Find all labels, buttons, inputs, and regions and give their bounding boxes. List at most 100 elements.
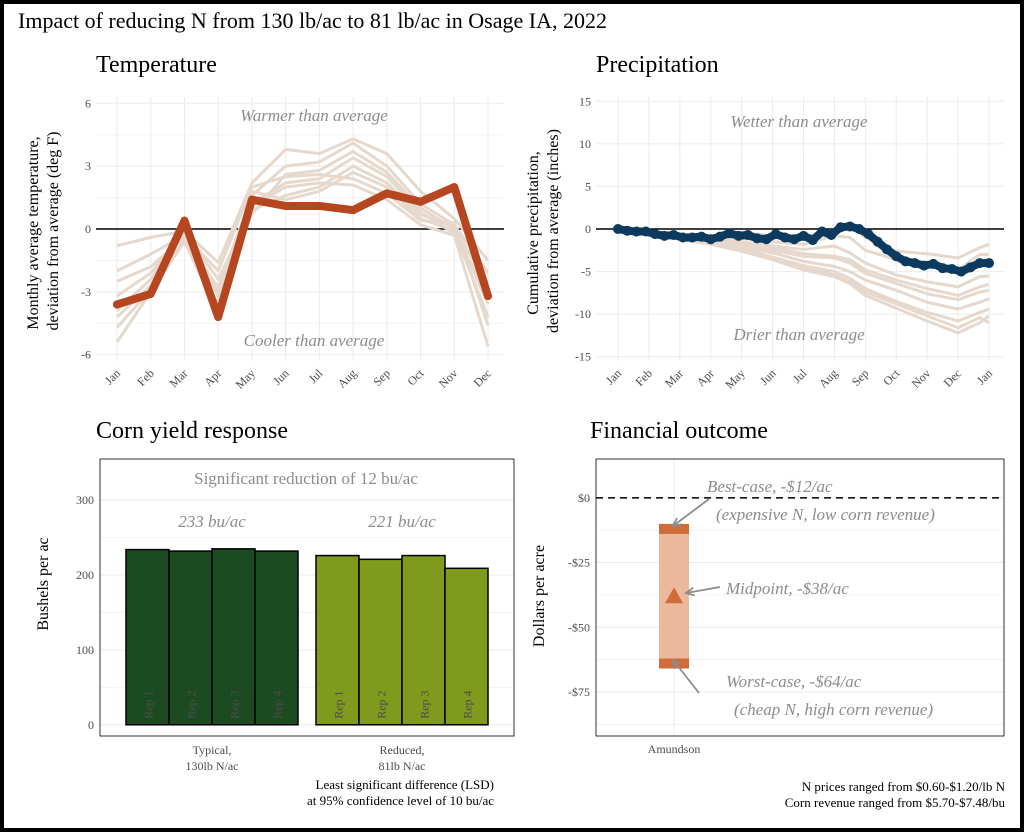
precipitation-point	[937, 263, 948, 274]
temperature-point	[416, 197, 425, 206]
precipitation-point	[844, 221, 855, 232]
corn-yield-annotation: Significant reduction of 12 bu/ac	[194, 469, 418, 488]
temperature-point	[315, 201, 324, 210]
temperature-ytick-label: 3	[85, 159, 91, 173]
corn-bar	[125, 548, 170, 726]
financial-mid-arrow-head	[683, 587, 695, 597]
precipitation-ytick-label: -5	[581, 265, 591, 279]
precipitation-point	[835, 222, 846, 233]
precipitation-point	[696, 231, 707, 242]
temperature-history-line	[116, 164, 490, 306]
precipitation-point	[715, 231, 726, 242]
precipitation-xtick-label: Jul	[790, 366, 810, 386]
precipitation-xtick-label: Oct	[880, 366, 903, 389]
corn-yield-panel: Corn yield response 0 100 200 300 Rep 1 Rep …	[35, 418, 515, 808]
precipitation-point	[826, 229, 837, 240]
precipitation-ytick-label: -15	[575, 350, 591, 364]
temperature-point	[484, 292, 492, 301]
financial-worst-arrow	[672, 659, 700, 694]
temperature-point	[214, 313, 223, 321]
temperature-title: Temperature	[96, 52, 217, 78]
precipitation-xtick-label: Dec	[941, 366, 965, 390]
precipitation-xtick-label: Aug	[816, 366, 841, 391]
temperature-xtick-label: Apr	[201, 366, 224, 389]
corn-rep-label: Rep 3	[418, 690, 432, 718]
temperature-point	[113, 300, 121, 309]
temperature-point	[450, 183, 459, 192]
corn-group-mean-label: 233 bu/ac	[178, 512, 246, 531]
temperature-xtick-label: Sep	[370, 366, 393, 389]
precipitation-xtick-label: Feb	[632, 366, 655, 389]
corn-group-label-line-1: Reduced,	[380, 743, 425, 757]
temperature-point	[281, 201, 290, 210]
precipitation-point	[687, 232, 698, 243]
temperature-ylabel-line-1: Monthly average temperature,	[25, 136, 42, 329]
temperature-xtick-label: Jan	[102, 366, 123, 387]
corn-yield-footnote-line-2: at 95% confidence level of 10 bu/ac	[307, 793, 494, 808]
precipitation-point	[613, 224, 623, 234]
corn-group-label-line-2: 81lb N/ac	[379, 759, 426, 773]
corn-yield-ylabel: Bushels per ac	[35, 537, 52, 630]
financial-category-label: Amundson	[648, 742, 701, 756]
precipitation-point	[650, 229, 661, 240]
precipitation-point	[946, 264, 957, 275]
temperature-point	[247, 195, 256, 204]
precipitation-xtick-label: Apr	[694, 366, 717, 389]
financial-ylabel: Dollars per acre	[531, 545, 548, 647]
corn-group-label-line-1: Typical,	[193, 743, 232, 757]
precipitation-xtick-label: Jan	[603, 366, 624, 387]
precipitation-wetter-annotation: Wetter than average	[730, 112, 868, 131]
precipitation-point	[928, 258, 939, 269]
precipitation-point	[909, 258, 920, 269]
precipitation-point	[854, 224, 865, 234]
precipitation-point	[807, 235, 818, 246]
precipitation-point	[677, 232, 688, 243]
temperature-point	[180, 216, 189, 225]
financial-worst-arrow-head	[671, 658, 682, 669]
temperature-warmer-annotation: Warmer than average	[240, 106, 388, 125]
temperature-ylabel-line-2: deviation from average (deg F)	[45, 131, 62, 330]
precipitation-point	[631, 226, 642, 237]
financial-footnote-line-2: Corn revenue ranged from $5.70-$7.48/bu	[785, 795, 1006, 810]
corn-bar	[315, 554, 360, 726]
financial-best-label-line-2: (expensive N, low corn revenue)	[716, 505, 935, 524]
precipitation-ytick-label: 15	[579, 94, 591, 108]
precipitation-point	[640, 226, 651, 237]
temperature-point	[146, 289, 155, 298]
temperature-xtick-label: May	[233, 366, 258, 391]
corn-ytick-label: 300	[76, 493, 94, 507]
figure: Impact of reducing N from 130 lb/ac to 8…	[18, 8, 1006, 810]
precipitation-ylabel-line-2: deviation from average (inches)	[545, 129, 562, 333]
precipitation-point	[891, 251, 902, 262]
financial-panel-border	[595, 458, 1005, 737]
precipitation-point	[779, 232, 790, 243]
temperature-xtick-label: Aug	[335, 366, 360, 391]
financial-best-label-line-1: Best-case, -$12/ac	[707, 477, 833, 496]
temperature-xtick-label: Jun	[270, 366, 292, 388]
corn-ytick-label: 0	[88, 718, 94, 732]
temperature-ylabel: Monthly average temperature, deviation f…	[25, 131, 62, 330]
temperature-ytick-label: 0	[85, 222, 91, 236]
corn-group-label-line-2: 130lb N/ac	[186, 759, 239, 773]
temperature-xtick-label: Dec	[471, 366, 495, 390]
temperature-point	[382, 189, 391, 198]
precipitation-xtick-label: Nov	[909, 366, 934, 391]
temperature-xtick-label: Nov	[436, 366, 461, 391]
precipitation-xtick-label: Jan	[974, 366, 995, 387]
corn-rep-label: Rep 1	[142, 690, 156, 718]
corn-rep-label: Rep 1	[332, 690, 346, 718]
temperature-ytick-label: -6	[81, 348, 91, 362]
financial-ytick-label: -$75	[568, 685, 590, 699]
financial-ytick-label: -$25	[568, 556, 590, 570]
precipitation-point	[752, 233, 763, 244]
precipitation-point	[956, 266, 967, 277]
financial-panel: Financial outcome $0 -$25 -$50 -$75 Amundson…	[531, 418, 1006, 810]
corn-bar	[444, 567, 489, 726]
corn-ytick-label: 100	[76, 643, 94, 657]
corn-rep-label: Rep 2	[375, 690, 389, 718]
precipitation-point	[798, 230, 809, 241]
financial-footnote-line-1: N prices ranged from $0.60-$1.20/lb N	[802, 779, 1006, 794]
corn-yield-footnote-line-1: Least significant difference (LSD)	[316, 777, 494, 792]
financial-mid-label: Midpoint, -$38/ac	[725, 579, 849, 598]
